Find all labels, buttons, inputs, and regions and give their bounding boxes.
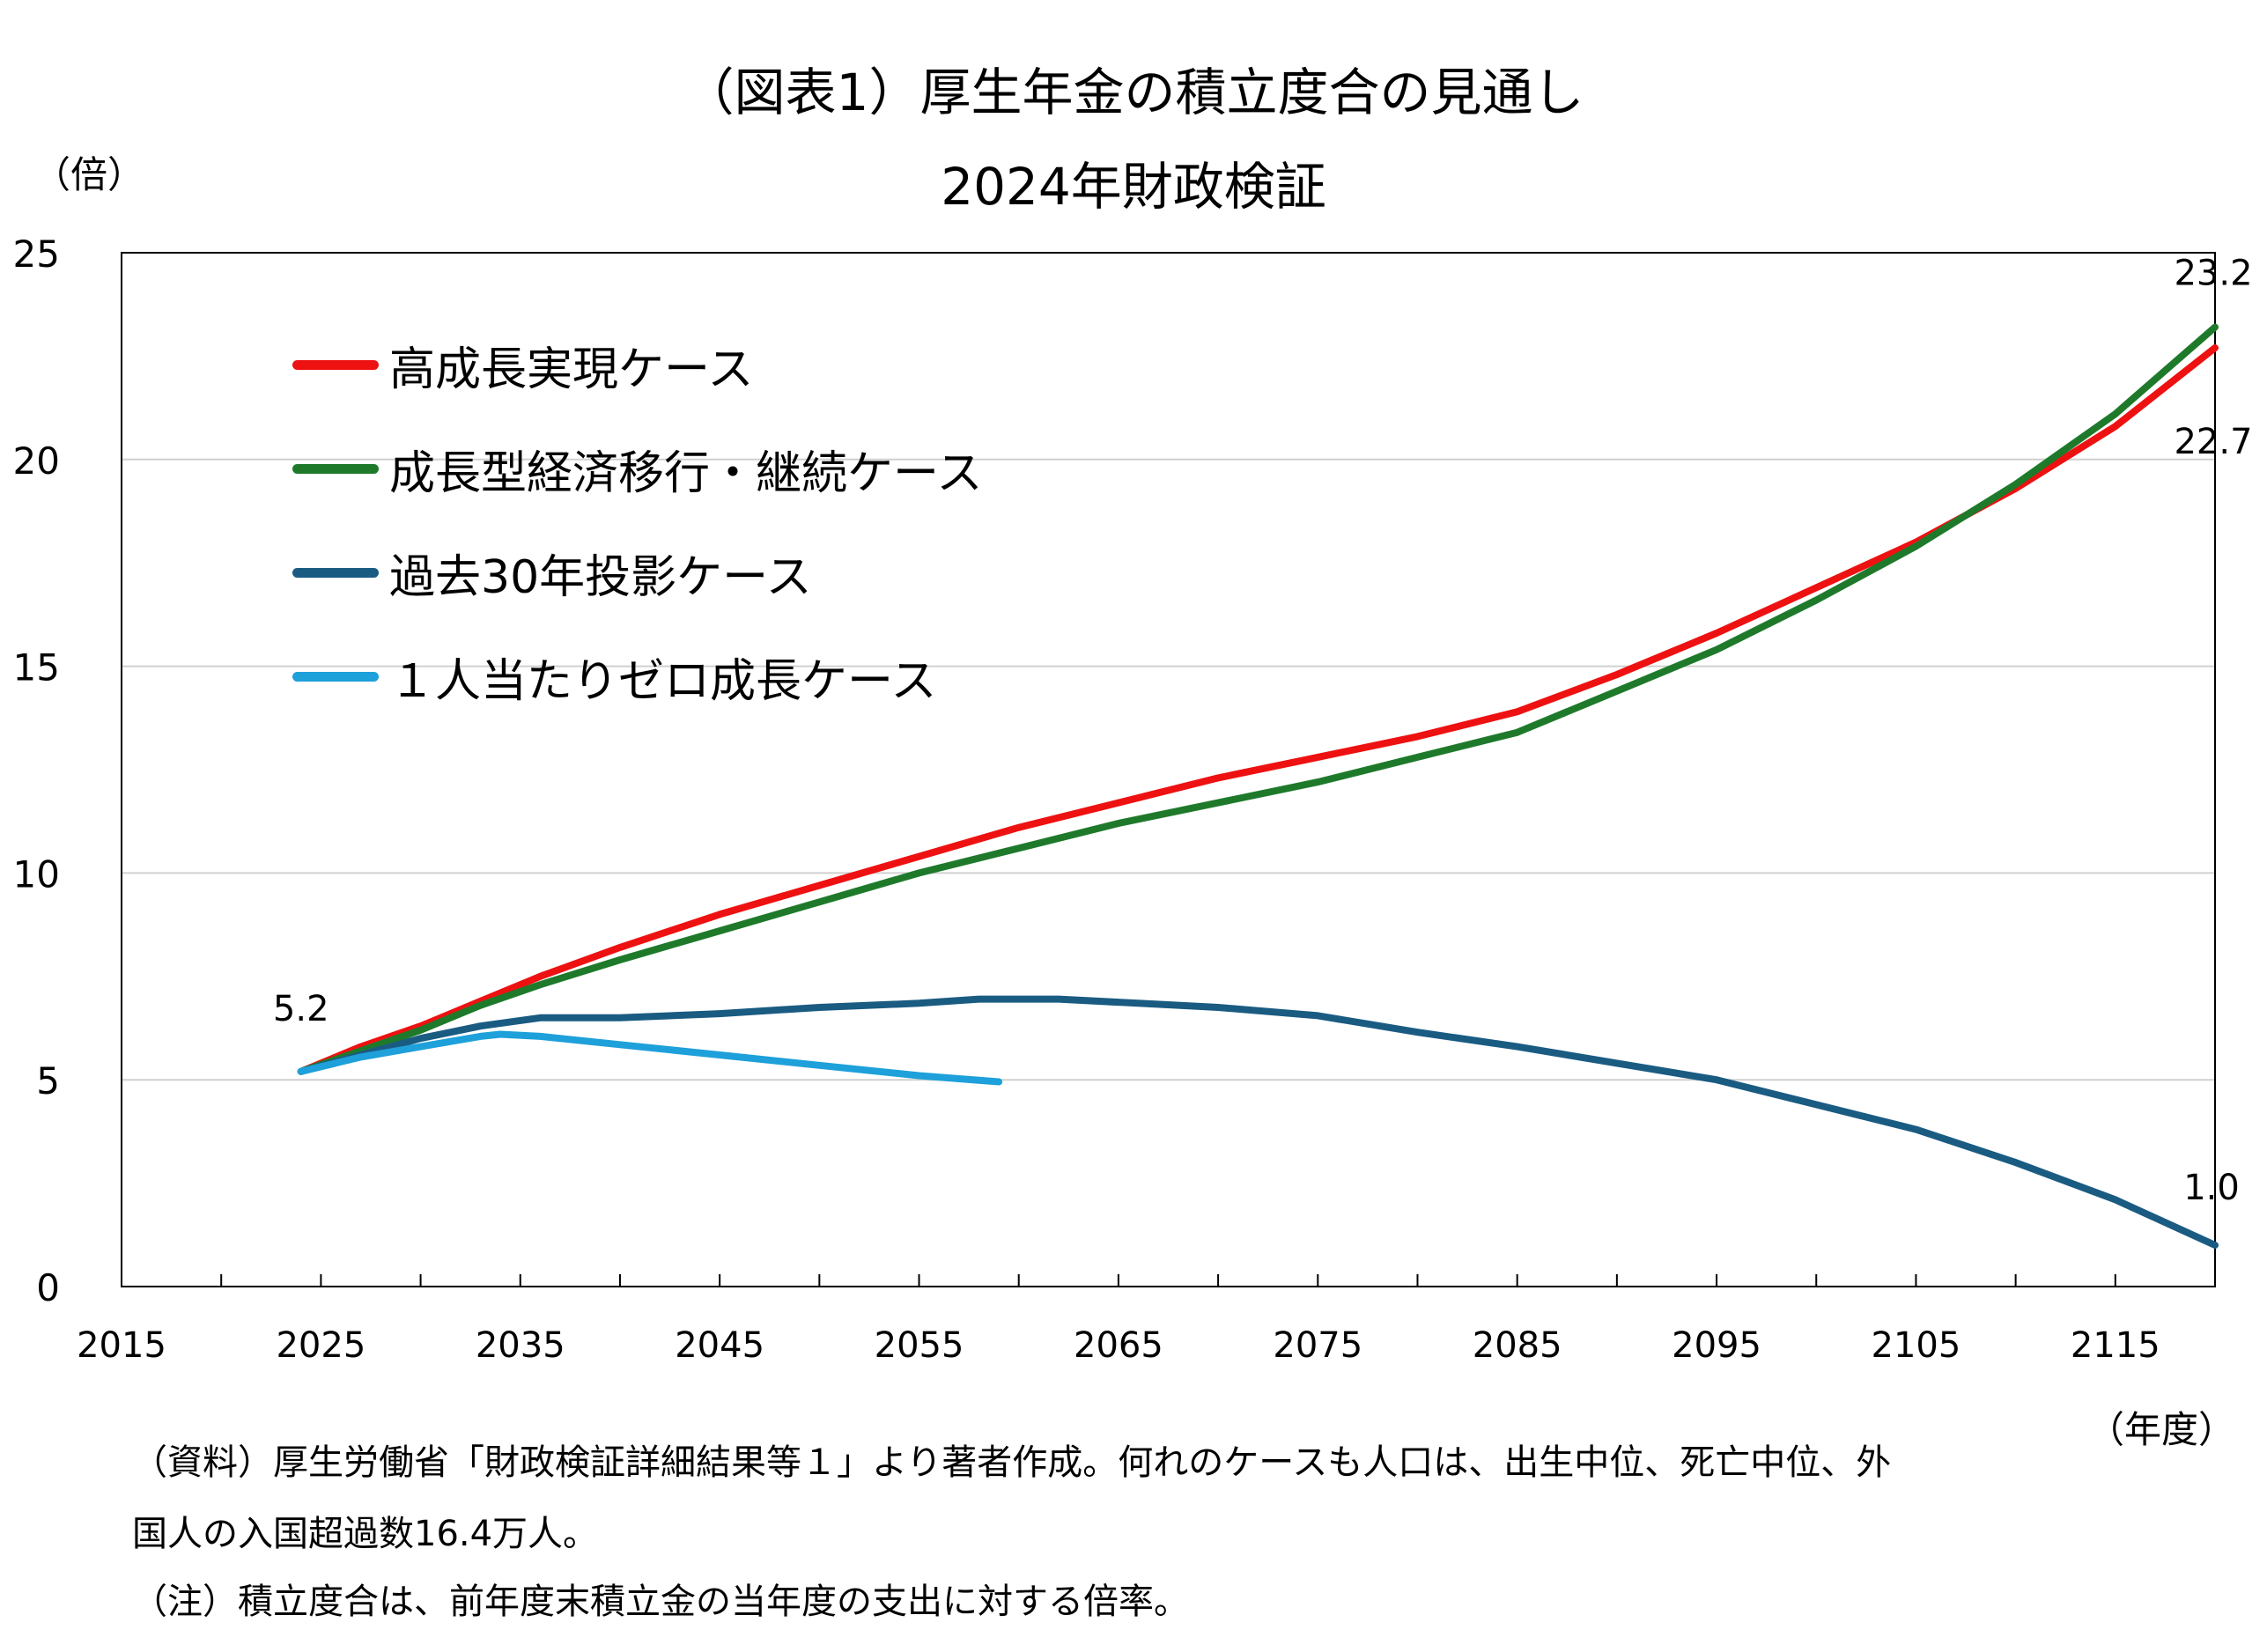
x-tick-label: 2115: [2071, 1325, 2160, 1366]
x-axis-unit: （年度）: [2087, 1408, 2236, 1451]
x-tick-label: 2035: [476, 1325, 565, 1366]
legend-item: １人当たりゼロ成長ケース: [292, 624, 982, 728]
x-tick-label: 2075: [1273, 1325, 1362, 1366]
legend-item: 過去30年投影ケース: [292, 520, 982, 624]
data-label: 23.2: [2174, 254, 2252, 294]
x-tick-label: 2055: [875, 1325, 964, 1366]
series-line: [297, 323, 2219, 1075]
plot-frame: [121, 252, 2216, 1287]
x-tick-label: 2065: [1074, 1325, 1163, 1366]
series-line: [297, 344, 2219, 1075]
series-line: [297, 1030, 1003, 1086]
data-label: 1.0: [2183, 1168, 2240, 1208]
legend-label: １人当たりゼロ成長ケース: [389, 654, 937, 708]
legend-label: 高成長実現ケース: [389, 343, 754, 396]
data-label: 22.7: [2174, 422, 2252, 462]
legend-item: 高成長実現ケース: [292, 313, 982, 417]
source-note: （資料）厚生労働省「財政検証詳細結果等１」より著者作成。何れのケースも人口は、出…: [132, 1442, 1892, 1483]
y-tick-label: 10: [13, 852, 60, 896]
x-tick-label: 2015: [77, 1325, 166, 1366]
y-axis-unit: （倍）: [33, 153, 145, 196]
data-label: 5.2: [273, 989, 329, 1029]
y-tick-label: 20: [13, 439, 60, 483]
legend-swatch: [292, 463, 379, 474]
y-tick-label: 25: [13, 232, 60, 276]
x-tick-label: 2105: [1872, 1325, 1961, 1366]
chart-title: （図表1）厚生年金の積立度合の見通し: [683, 63, 1584, 122]
legend-swatch: [292, 359, 379, 370]
x-tick-label: 2025: [276, 1325, 366, 1366]
y-tick-label: 5: [36, 1059, 60, 1103]
y-tick-label: 15: [13, 646, 60, 690]
footnote: （注）積立度合は、前年度末積立金の当年度の支出に対する倍率。: [132, 1582, 1189, 1622]
x-tick-label: 2095: [1672, 1325, 1761, 1366]
source-note-continued: 国人の入国超過数16.4万人。: [132, 1514, 599, 1554]
chart-legend: 高成長実現ケース 成長型経済移行・継続ケース 過去30年投影ケース １人当たりゼ…: [292, 313, 982, 728]
chart-subtitle: 2024年財政検証: [941, 157, 1326, 217]
legend-item: 成長型経済移行・継続ケース: [292, 417, 982, 520]
legend-label: 成長型経済移行・継続ケース: [389, 446, 983, 500]
legend-swatch: [292, 567, 379, 578]
legend-swatch: [292, 671, 379, 682]
legend-label: 過去30年投影ケース: [389, 550, 812, 604]
series-line: [297, 995, 2219, 1249]
y-tick-label: 0: [36, 1266, 60, 1309]
x-tick-label: 2045: [675, 1325, 764, 1366]
x-tick-label: 2085: [1473, 1325, 1562, 1366]
